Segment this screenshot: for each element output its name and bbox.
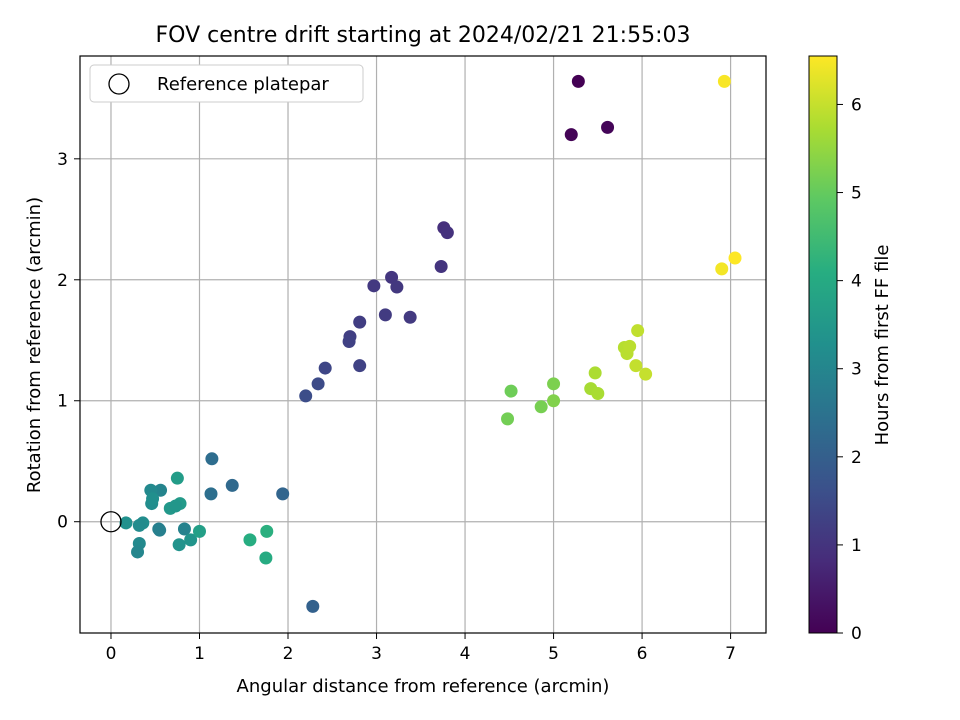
colorbar-tick-label: 6: [851, 95, 862, 115]
legend-box: [89, 64, 364, 103]
colorbar-tick-label: 0: [851, 624, 862, 644]
y-tick-label: 2: [57, 271, 68, 291]
data-point: [276, 487, 290, 501]
data-point: [225, 478, 239, 492]
data-point: [306, 599, 320, 613]
data-point: [390, 280, 404, 294]
data-point: [131, 545, 145, 559]
data-point: [434, 259, 448, 273]
x-tick-label: 3: [371, 644, 382, 664]
reference-point: [100, 511, 122, 533]
data-point: [318, 361, 332, 375]
y-axis-label: Rotation from reference (arcmin): [24, 197, 45, 493]
data-point: [504, 384, 518, 398]
data-point: [378, 308, 392, 322]
data-point: [571, 74, 585, 88]
colorbar-ticks: 0 1 2 3 4 5 6: [837, 95, 862, 644]
x-tick-label: 6: [637, 644, 648, 664]
y-tick-label: 1: [57, 392, 68, 412]
x-tick-label: 1: [194, 644, 205, 664]
legend-label: Reference platepar: [157, 74, 329, 95]
data-point: [353, 359, 367, 373]
data-point: [153, 523, 167, 537]
x-tick-label: 2: [283, 644, 294, 664]
data-point: [205, 452, 219, 466]
x-axis-label: Angular distance from reference (arcmin): [237, 676, 610, 697]
data-point: [192, 524, 206, 538]
data-point: [564, 128, 578, 142]
data-point: [132, 518, 146, 532]
grid: [80, 56, 766, 633]
colorbar-tick-label: 2: [851, 448, 862, 468]
data-point: [601, 120, 615, 134]
data-point: [146, 492, 160, 506]
x-axis-ticks: 0 1 2 3 4 5 6 7: [106, 633, 736, 664]
data-points: [100, 74, 742, 613]
data-point: [177, 522, 191, 536]
data-point: [547, 394, 561, 408]
y-tick-label: 3: [57, 150, 68, 170]
data-point: [715, 262, 729, 276]
data-point: [728, 251, 742, 265]
x-tick-label: 7: [725, 644, 736, 664]
plot-frame: [79, 55, 767, 634]
data-point: [547, 377, 561, 391]
colorbar-gradient: [808, 55, 838, 634]
colorbar-label: Hours from first FF file: [872, 245, 893, 446]
colorbar: 0 1 2 3 4 5 6 Hours from first FF file: [808, 55, 893, 644]
data-point: [623, 339, 637, 353]
data-point: [311, 377, 325, 391]
data-point: [259, 551, 273, 565]
data-point: [534, 400, 548, 414]
colorbar-tick-label: 5: [851, 184, 862, 204]
data-point: [501, 412, 515, 426]
data-point: [172, 538, 186, 552]
data-point: [299, 389, 313, 403]
y-axis-ticks: 0 1 2 3: [57, 150, 80, 533]
data-point: [403, 310, 417, 324]
data-point: [367, 279, 381, 293]
legend-marker: [108, 73, 130, 95]
x-tick-label: 4: [460, 644, 471, 664]
data-point: [243, 533, 257, 547]
x-tick-label: 5: [548, 644, 559, 664]
data-point: [588, 366, 602, 380]
y-tick-label: 0: [57, 513, 68, 533]
data-point: [154, 483, 168, 497]
data-point: [204, 487, 218, 501]
data-point: [591, 386, 605, 400]
data-point: [353, 315, 367, 329]
x-tick-label: 0: [106, 644, 117, 664]
data-point: [170, 471, 184, 485]
legend: Reference platepar: [89, 64, 364, 103]
data-point: [629, 359, 643, 373]
data-point: [260, 524, 274, 538]
colorbar-tick-label: 1: [851, 536, 862, 556]
chart-title: FOV centre drift starting at 2024/02/21 …: [156, 23, 691, 48]
data-point: [631, 324, 645, 338]
colorbar-tick-label: 3: [851, 360, 862, 380]
data-point: [385, 270, 399, 284]
data-point: [639, 367, 653, 381]
data-point: [342, 334, 356, 348]
data-point: [119, 516, 133, 530]
data-point: [184, 533, 198, 547]
data-point: [169, 499, 183, 513]
data-point: [717, 74, 731, 88]
data-point: [440, 226, 454, 240]
colorbar-tick-label: 4: [851, 272, 862, 292]
